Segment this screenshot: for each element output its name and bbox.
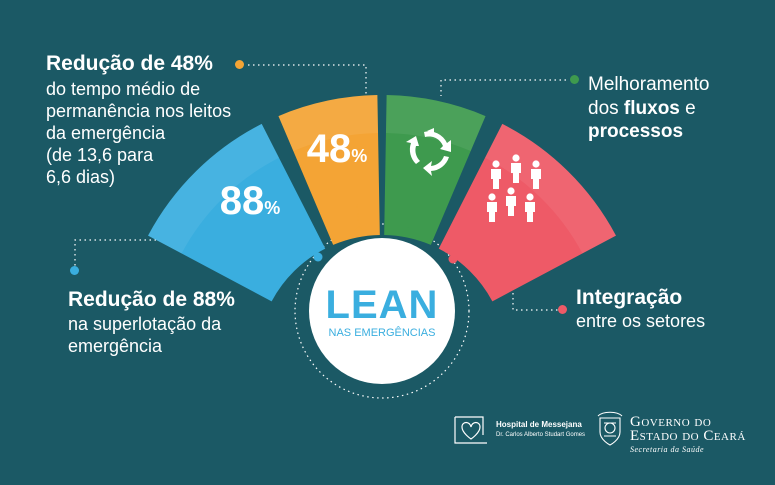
person-body-4 bbox=[506, 196, 516, 216]
flows-line-3: processos bbox=[588, 121, 684, 142]
orange-segment-highlight bbox=[278, 95, 379, 152]
integration-line: entre os setores bbox=[576, 311, 706, 331]
flows-line-2-bold: fluxos bbox=[623, 98, 680, 119]
red-bullet bbox=[558, 305, 567, 314]
flows-line-2-prefix: dos bbox=[588, 98, 624, 119]
blue-segment-highlight bbox=[148, 123, 279, 254]
hospital-subname: Dr. Carlos Alberto Studart Gomes bbox=[496, 432, 586, 438]
green-bullet bbox=[570, 75, 579, 84]
center-title: LEAN bbox=[326, 283, 439, 327]
person-head-3 bbox=[488, 193, 496, 201]
reduction48-line-2: permanência nos leitos bbox=[46, 101, 232, 121]
leader-lines bbox=[74, 64, 566, 399]
person-head-1 bbox=[512, 154, 520, 162]
integration-title: Integração bbox=[576, 286, 683, 309]
person-head-0 bbox=[492, 160, 500, 168]
center-subtitle: NAS EMERGÊNCIAS bbox=[329, 326, 436, 339]
flows-line-2-suffix: e bbox=[679, 98, 696, 119]
person-body-2 bbox=[531, 169, 541, 189]
reduction48-line-3: da emergência bbox=[46, 123, 166, 143]
blue-segment-value: 88% bbox=[220, 179, 281, 223]
blue-bullet bbox=[70, 266, 79, 275]
connectors bbox=[297, 203, 472, 258]
person-head-4 bbox=[507, 187, 515, 195]
green-segment-highlight bbox=[385, 95, 486, 152]
center-circle bbox=[309, 238, 455, 384]
person-head-5 bbox=[526, 193, 534, 201]
reduction88-line-1: na superlotação da bbox=[68, 314, 222, 334]
orange-segment-value: 48% bbox=[307, 127, 368, 171]
person-body-5 bbox=[525, 202, 535, 222]
flows-line-1: Melhoramento bbox=[588, 74, 710, 95]
hospital-name: Hospital de Messejana bbox=[496, 420, 582, 429]
reduction48-line-1: do tempo médio de bbox=[46, 79, 201, 99]
person-body-1 bbox=[511, 163, 521, 183]
flows-line-2: dos fluxos e bbox=[588, 98, 696, 120]
orange-bullet bbox=[235, 60, 244, 69]
blue-segment bbox=[148, 123, 326, 302]
people-group-icon bbox=[487, 154, 541, 222]
ceara-coat-of-arms-icon bbox=[597, 411, 623, 446]
person-head-2 bbox=[532, 160, 540, 168]
reduction88-line-2: emergência bbox=[68, 336, 163, 356]
recycle-arrows-icon bbox=[406, 128, 451, 176]
gov-line-3: Secretaria da Saúde bbox=[630, 445, 705, 454]
connector-dots bbox=[313, 227, 458, 264]
person-body-3 bbox=[487, 202, 497, 222]
gov-line-1: Governo do bbox=[630, 414, 712, 430]
reduction48-title: Redução de 48% bbox=[46, 52, 213, 75]
person-body-0 bbox=[491, 169, 501, 189]
hospital-logo-icon bbox=[454, 416, 487, 444]
reduction48-line-4: (de 13,6 para bbox=[46, 145, 154, 165]
reduction48-line-5: 6,6 dias) bbox=[46, 167, 116, 187]
gov-line-2: Estado do Ceará bbox=[630, 428, 746, 444]
reduction88-title: Redução de 88% bbox=[68, 288, 235, 311]
orange-segment bbox=[278, 95, 380, 245]
